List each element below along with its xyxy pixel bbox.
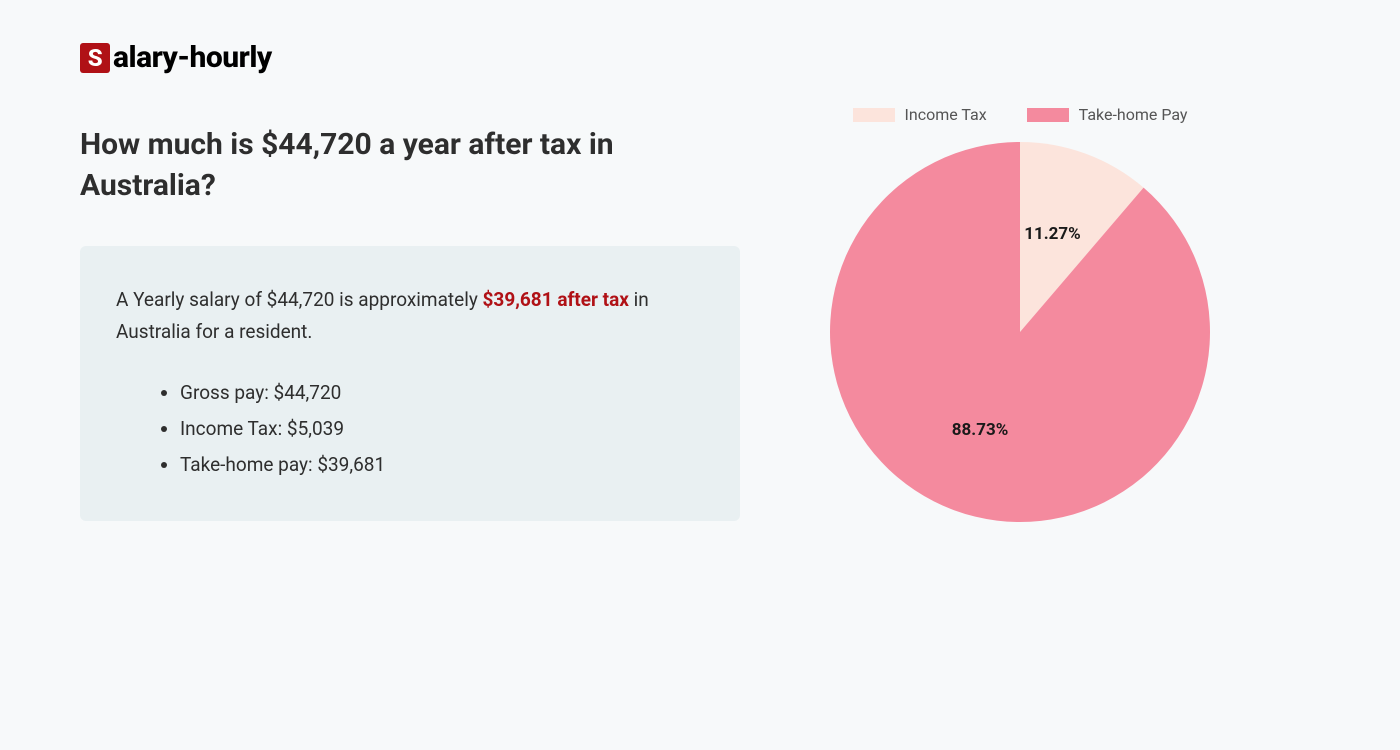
legend-label: Take-home Pay xyxy=(1079,105,1188,124)
logo-text: alary-hourly xyxy=(113,40,272,75)
list-item: Income Tax: $5,039 xyxy=(180,411,704,447)
summary-highlight: $39,681 after tax xyxy=(483,288,629,311)
page-title: How much is $44,720 a year after tax in … xyxy=(80,125,740,206)
legend-label: Income Tax xyxy=(905,105,987,124)
slice-label-income-tax: 11.27% xyxy=(1024,224,1081,244)
slice-label-take-home: 88.73% xyxy=(952,420,1009,440)
legend-swatch xyxy=(853,108,895,122)
site-logo: Salary-hourly xyxy=(80,40,1320,75)
list-item: Take-home pay: $39,681 xyxy=(180,447,704,483)
right-column: Income Tax Take-home Pay 11.27% 88.73% xyxy=(800,105,1240,522)
left-column: How much is $44,720 a year after tax in … xyxy=(80,125,740,521)
legend-swatch xyxy=(1027,108,1069,122)
pie-chart: 11.27% 88.73% xyxy=(830,142,1210,522)
breakdown-list: Gross pay: $44,720 Income Tax: $5,039 Ta… xyxy=(116,375,704,483)
summary-prefix: A Yearly salary of $44,720 is approximat… xyxy=(116,288,483,311)
legend-item-income-tax: Income Tax xyxy=(853,105,987,124)
logo-badge: S xyxy=(80,43,110,73)
summary-box: A Yearly salary of $44,720 is approximat… xyxy=(80,246,740,521)
list-item: Gross pay: $44,720 xyxy=(180,375,704,411)
main-content: How much is $44,720 a year after tax in … xyxy=(80,125,1320,522)
chart-legend: Income Tax Take-home Pay xyxy=(853,105,1188,124)
legend-item-take-home: Take-home Pay xyxy=(1027,105,1188,124)
summary-text: A Yearly salary of $44,720 is approximat… xyxy=(116,284,704,349)
pie-svg xyxy=(830,142,1210,522)
